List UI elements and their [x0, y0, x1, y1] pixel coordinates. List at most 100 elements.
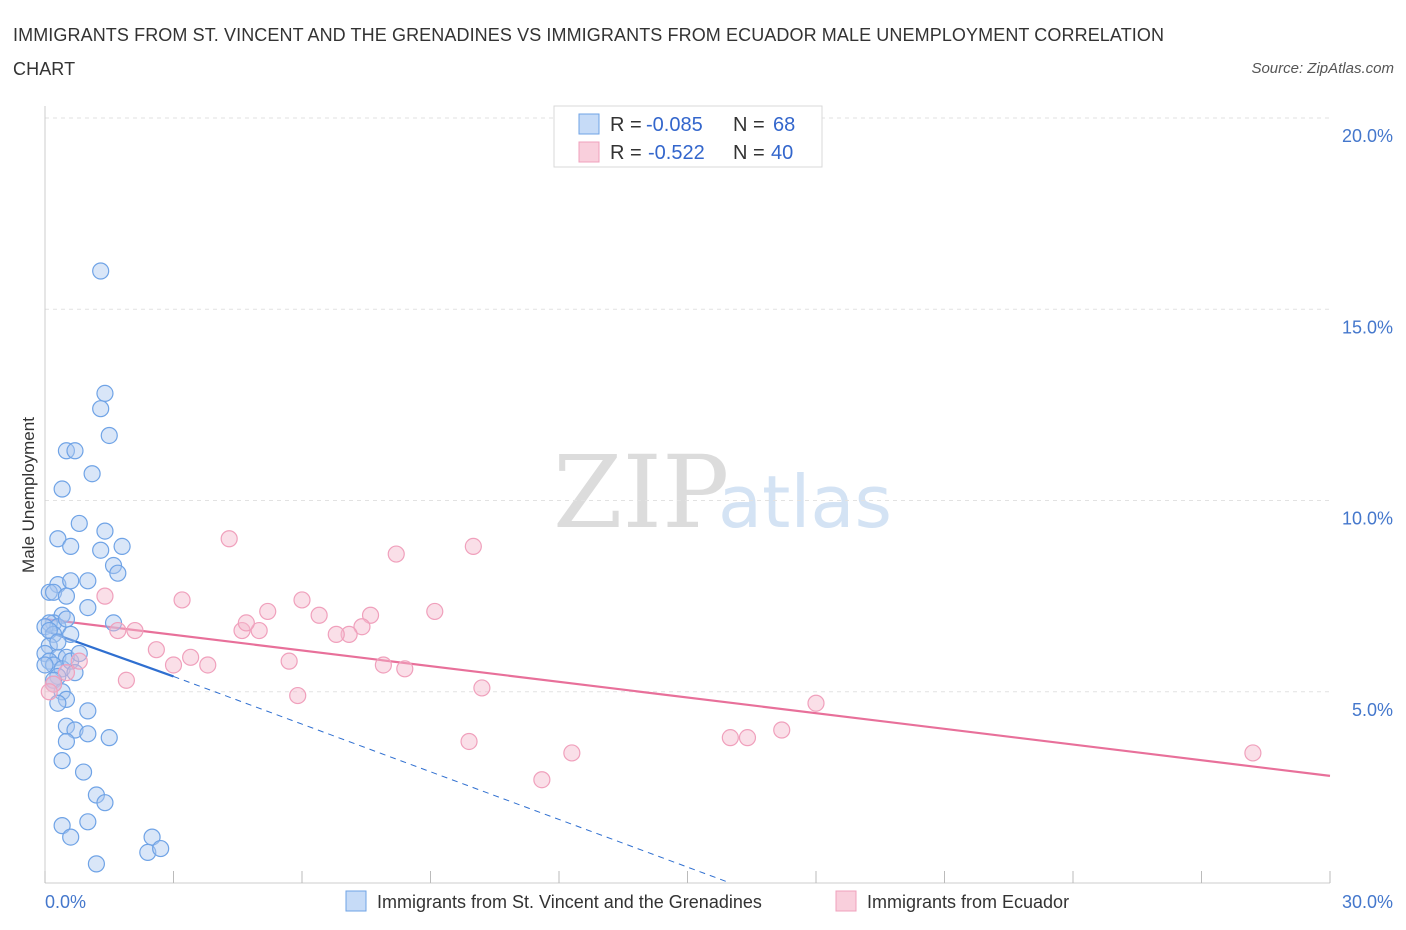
point-st-vincent: [36, 656, 54, 674]
source-label: Source: ZipAtlas.com: [1251, 60, 1394, 77]
point-ecuador: [293, 591, 311, 609]
point-ecuador: [182, 648, 200, 666]
point-st-vincent: [139, 843, 157, 862]
point-st-vincent: [87, 855, 106, 873]
watermark-zip: ZIP: [553, 434, 729, 551]
point-st-vincent: [49, 633, 67, 651]
chart-title: IMMIGRANTS FROM ST. VINCENT AND THE GREN…: [13, 25, 1165, 79]
point-ecuador: [40, 683, 58, 701]
y-tick-label: 5.0%: [1352, 700, 1393, 720]
y-tick-label: 10.0%: [1342, 509, 1393, 529]
point-st-vincent: [66, 721, 84, 739]
point-st-vincent: [62, 828, 80, 846]
point-ecuador: [173, 591, 191, 609]
point-st-vincent: [57, 717, 76, 735]
point-st-vincent: [109, 564, 127, 582]
point-st-vincent: [79, 598, 97, 617]
point-st-vincent: [44, 583, 63, 601]
point-st-vincent: [92, 400, 110, 418]
point-ecuador: [164, 656, 183, 674]
point-ecuador: [220, 530, 238, 548]
point-ecuador: [1244, 744, 1262, 762]
legend-r-value-2: -0.522: [648, 142, 705, 164]
point-ecuador: [126, 621, 144, 640]
point-st-vincent: [40, 583, 58, 601]
point-ecuador: [70, 652, 88, 670]
point-ecuador: [426, 602, 444, 621]
point-st-vincent: [83, 465, 101, 483]
point-st-vincent: [57, 732, 76, 751]
x-tick-label-min: 0.0%: [45, 892, 86, 912]
point-st-vincent: [62, 625, 80, 643]
point-ecuador: [396, 660, 414, 678]
point-st-vincent: [70, 514, 88, 533]
point-ecuador: [96, 587, 114, 605]
point-ecuador: [250, 621, 268, 640]
trend-line: [44, 617, 1331, 777]
x-tick-label-max: 30.0%: [1342, 892, 1393, 912]
point-st-vincent: [49, 694, 67, 712]
point-st-vincent: [49, 530, 67, 548]
point-ecuador: [721, 729, 739, 747]
point-ecuador: [289, 686, 307, 705]
point-st-vincent: [79, 572, 97, 590]
point-ecuador: [773, 721, 791, 739]
y-tick-label: 20.0%: [1342, 126, 1393, 146]
series-legend-label-1: Immigrants from St. Vincent and the Gren…: [377, 892, 762, 912]
x-tick-labels: 0.0% 30.0%: [45, 892, 1393, 912]
trend-lines: [44, 617, 1331, 884]
point-ecuador: [464, 537, 482, 556]
legend-n-label-1: N =: [733, 114, 765, 136]
legend-r-label-1: R =: [610, 114, 642, 136]
legend-n-value-1: 68: [773, 114, 795, 136]
series-legend: Immigrants from St. Vincent and the Gren…: [345, 890, 1069, 912]
point-st-vincent: [57, 690, 76, 709]
point-ecuador: [374, 656, 392, 674]
watermark-atlas: atlas: [718, 460, 892, 544]
point-ecuador: [361, 606, 380, 624]
point-ecuador: [533, 771, 551, 789]
point-st-vincent: [53, 817, 71, 835]
point-st-vincent: [53, 480, 71, 498]
point-st-vincent: [92, 541, 110, 559]
legend-r-label-2: R =: [610, 142, 642, 164]
point-st-vincent: [57, 587, 76, 605]
legend-n-label-2: N =: [733, 142, 765, 164]
point-ecuador: [340, 625, 358, 643]
point-st-vincent: [152, 839, 170, 858]
y-tick-labels: 5.0% 10.0% 15.0% 20.0%: [1342, 126, 1393, 720]
point-st-vincent: [92, 262, 110, 280]
point-ecuador: [57, 664, 76, 682]
point-ecuador: [117, 671, 135, 689]
point-st-vincent: [96, 794, 114, 812]
point-st-vincent: [79, 702, 97, 720]
point-ecuador: [109, 621, 127, 640]
series-legend-label-2: Immigrants from Ecuador: [867, 892, 1069, 912]
point-st-vincent: [79, 813, 97, 831]
point-ecuador: [807, 694, 825, 712]
point-ecuador: [563, 744, 581, 762]
point-st-vincent: [96, 522, 114, 540]
data-points: [36, 262, 1262, 873]
point-st-vincent: [79, 725, 97, 743]
point-st-vincent: [96, 384, 114, 402]
series-legend-swatch-1: [345, 890, 367, 912]
series-legend-swatch-2: [835, 890, 857, 912]
point-ecuador: [327, 625, 345, 643]
point-ecuador: [147, 641, 165, 659]
point-st-vincent: [66, 442, 84, 460]
y-axis-title: Male Unemployment: [19, 417, 38, 573]
point-st-vincent: [62, 572, 80, 590]
trend-line: [44, 629, 174, 678]
point-ecuador: [353, 618, 371, 636]
point-ecuador: [199, 656, 217, 674]
legend-r-value-1: -0.085: [646, 114, 703, 136]
point-ecuador: [473, 679, 491, 697]
point-ecuador: [387, 545, 405, 563]
point-st-vincent: [74, 763, 93, 781]
point-ecuador: [310, 606, 328, 624]
point-ecuador: [280, 652, 298, 670]
trend-line-extension: [173, 675, 731, 884]
legend-swatch-blue: [578, 113, 600, 135]
